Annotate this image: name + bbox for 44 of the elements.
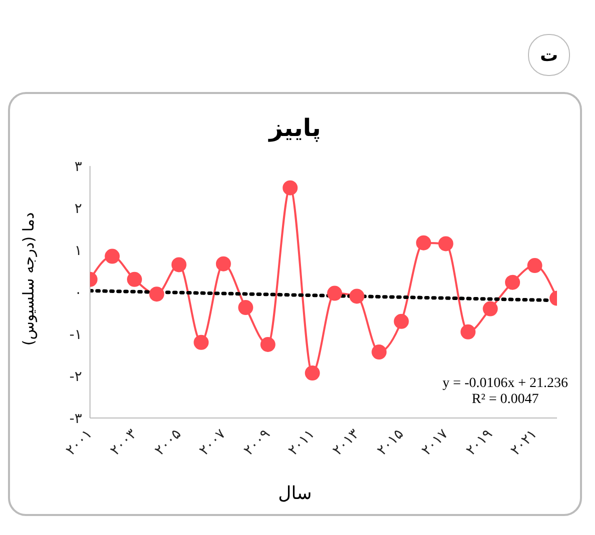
point [282,180,298,196]
y-tick-label: -۱ [69,326,82,343]
point [394,314,409,329]
text: ت [528,34,570,76]
point [194,334,209,350]
y-tick-label: -۳ [69,410,82,427]
y-tick-label: ۱ [74,242,82,259]
point [416,235,432,250]
x-axis-title: سال [277,483,313,504]
point [460,324,476,340]
point [104,248,120,264]
point [304,366,320,381]
x-tick-label: ۲۰۲۱ [508,426,540,459]
point [260,337,276,352]
x-tick-label: ۲۰۰۵ [152,426,184,459]
point [126,272,142,287]
x-tick-label: ۲۰۱۳ [330,426,363,459]
y-tick-label: -۲ [69,368,82,385]
point [349,288,364,304]
x-tick-label: ۲۰۰۳ [107,426,140,459]
y-tick-label: ۲ [74,200,82,217]
y-tick-label: ۰ [74,284,82,301]
point [327,286,342,301]
point [482,301,498,316]
x-tick-label: ۲۰۱۱ [285,426,318,459]
annotation: y = -0.0106x + 21.236 [442,376,568,392]
point [149,286,164,302]
y-axis-title: دما (درجه سلسیوس) [20,212,38,346]
y-tick-label: ۳ [74,158,82,175]
x-tick-label: ۲۰۰۱ [62,426,96,459]
chart-title: پاییز [267,114,322,142]
point [372,344,387,360]
point [438,236,454,252]
point [216,256,231,272]
x-tick-label: ۲۰۱۹ [463,426,496,459]
x-tick-label: ۲۰۰۹ [240,426,274,459]
x-tick-label: ۲۰۱۷ [418,426,452,459]
x-tick-label: ۲۰۰۷ [196,426,230,459]
annotation: R² = 0.0047 [470,392,540,408]
x-tick-label: ۲۰۱۵ [374,426,407,459]
point [527,258,542,274]
point [505,274,520,290]
point [238,300,254,316]
point [171,257,186,272]
